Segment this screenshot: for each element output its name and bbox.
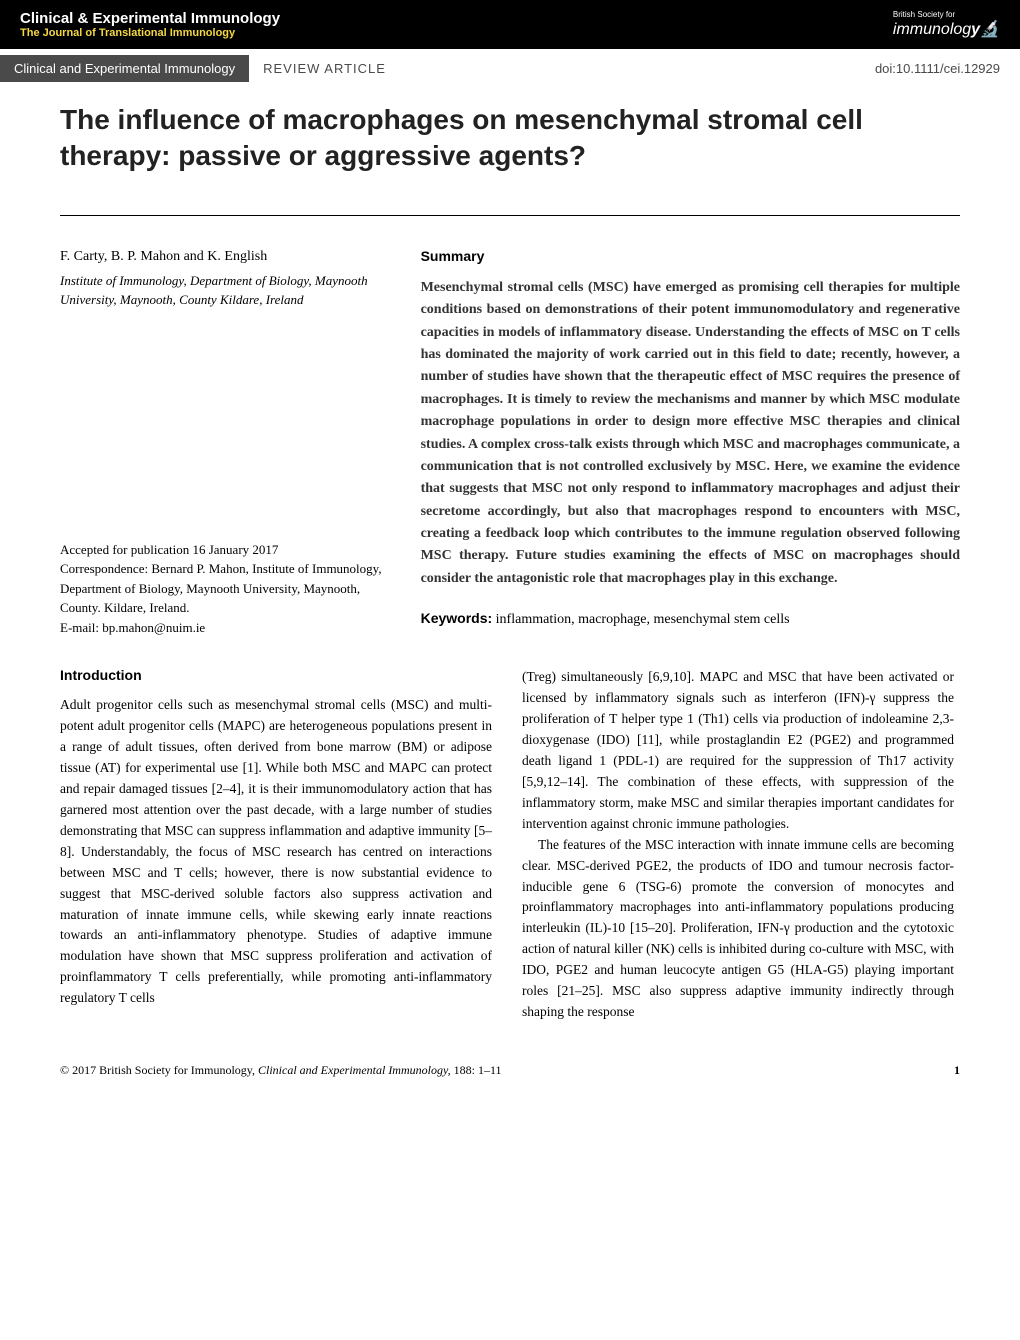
author-affiliation: Institute of Immunology, Department of B… bbox=[60, 271, 391, 310]
intro-paragraph-3: The features of the MSC interaction with… bbox=[522, 835, 954, 1023]
sub-banner: Clinical and Experimental Immunology REV… bbox=[0, 55, 1020, 82]
body-left-column: Introduction Adult progenitor cells such… bbox=[60, 667, 492, 1023]
summary-text: Mesenchymal stromal cells (MSC) have eme… bbox=[421, 277, 960, 590]
copyright: © 2017 British Society for Immunology, bbox=[60, 1063, 258, 1077]
author-column: F. Carty, B. P. Mahon and K. English Ins… bbox=[60, 246, 391, 638]
copyright-line: © 2017 British Society for Immunology, C… bbox=[60, 1063, 502, 1078]
article-title: The influence of macrophages on mesenchy… bbox=[0, 82, 1020, 215]
intro-paragraph-1: Adult progenitor cells such as mesenchym… bbox=[60, 695, 492, 1009]
body-text-left: Adult progenitor cells such as mesenchym… bbox=[60, 695, 492, 1009]
accepted-date: Accepted for publication 16 January 2017 bbox=[60, 540, 391, 560]
society-text: British Society for bbox=[893, 10, 1000, 19]
intro-paragraph-2: (Treg) simultaneously [6,9,10]. MAPC and… bbox=[522, 667, 954, 834]
page-number: 1 bbox=[954, 1063, 960, 1078]
immunology-logo: immunology🔬 bbox=[893, 21, 1000, 38]
journal-banner: Clinical & Experimental Immunology The J… bbox=[0, 0, 1020, 49]
keywords: Keywords: inflammation, macrophage, mese… bbox=[421, 608, 960, 630]
article-meta: Accepted for publication 16 January 2017… bbox=[60, 540, 391, 638]
correspondence-email: E-mail: bp.mahon@nuim.ie bbox=[60, 618, 391, 638]
correspondence: Correspondence: Bernard P. Mahon, Instit… bbox=[60, 559, 391, 618]
summary-column: Summary Mesenchymal stromal cells (MSC) … bbox=[421, 246, 960, 638]
introduction-heading: Introduction bbox=[60, 667, 492, 683]
author-names: F. Carty, B. P. Mahon and K. English bbox=[60, 246, 391, 267]
body-right-column: (Treg) simultaneously [6,9,10]. MAPC and… bbox=[522, 667, 954, 1023]
journal-ref: Clinical and Experimental Immunology, bbox=[258, 1063, 454, 1077]
summary-heading: Summary bbox=[421, 246, 960, 267]
keywords-text: inflammation, macrophage, mesenchymal st… bbox=[492, 612, 789, 627]
header-content: F. Carty, B. P. Mahon and K. English Ins… bbox=[0, 246, 1020, 638]
page-range: 188: 1–11 bbox=[454, 1063, 502, 1077]
doi: doi:10.1111/cei.12929 bbox=[855, 55, 1020, 82]
body-text-right: (Treg) simultaneously [6,9,10]. MAPC and… bbox=[522, 667, 954, 1023]
page-footer: © 2017 British Society for Immunology, C… bbox=[0, 1023, 1020, 1098]
banner-left: Clinical & Experimental Immunology The J… bbox=[20, 10, 280, 39]
keywords-label: Keywords: bbox=[421, 610, 493, 626]
body-section: Introduction Adult progenitor cells such… bbox=[0, 637, 1020, 1023]
journal-title: Clinical & Experimental Immunology bbox=[20, 10, 280, 27]
title-divider bbox=[60, 215, 960, 216]
journal-subtitle: The Journal of Translational Immunology bbox=[20, 27, 280, 39]
banner-right: British Society for immunology🔬 bbox=[893, 10, 1000, 39]
sub-banner-journal: Clinical and Experimental Immunology bbox=[0, 55, 249, 82]
article-type: REVIEW ARTICLE bbox=[249, 55, 855, 82]
